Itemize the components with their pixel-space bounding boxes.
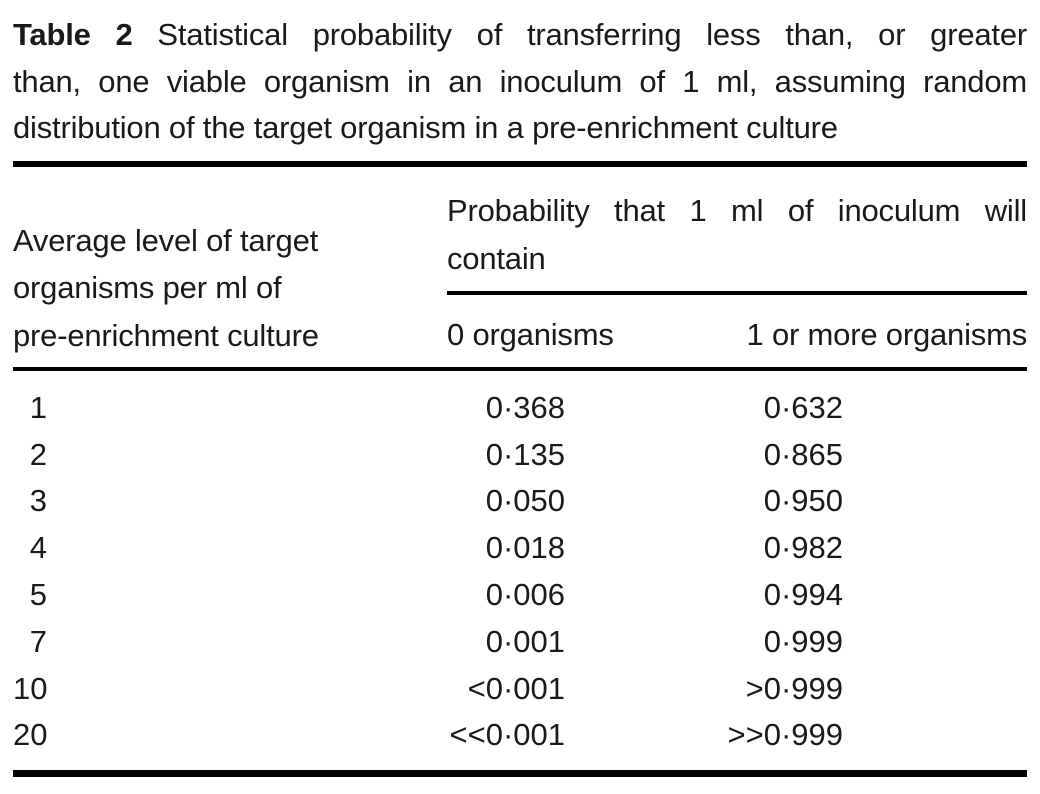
table-caption-label: Table 2 <box>13 17 133 52</box>
row-label-column-header-text: Average level of target organisms per ml… <box>13 217 447 360</box>
table-top-rule <box>13 160 1027 167</box>
group-header-sub-rule <box>447 290 1027 295</box>
cell-level: 2 <box>29 436 47 472</box>
table-caption-line-3: distribution of the target organism in a… <box>13 110 838 145</box>
table-row: 5 0·006 0·994 <box>13 572 1027 619</box>
table-row: 10 <0·001 >0·999 <box>13 665 1027 712</box>
cell-p-one-or-more: >0·999 <box>745 670 843 706</box>
row-label-header-line-2: organisms per ml of <box>13 270 282 305</box>
sub-column-headers: 0 organisms 1 or more organisms <box>447 316 1028 352</box>
table-row: 3 0·050 0·950 <box>13 478 1027 525</box>
cell-level: 10 <box>13 670 48 706</box>
probability-group-header-line-1: Probability that 1 ml of inoculum will <box>447 192 1027 228</box>
cell-p-one-or-more: 0·632 <box>763 389 843 425</box>
table-row: 7 0·001 0·999 <box>13 618 1027 665</box>
row-label-header-line-3: pre-enrichment culture <box>13 317 319 353</box>
table-row: 4 0·018 0·982 <box>13 525 1027 572</box>
table-caption-line-2: than, one viable organism in an inoculum… <box>13 63 1027 99</box>
table-header-bottom-rule <box>13 366 1027 371</box>
table-row: 2 0·135 0·865 <box>13 431 1027 478</box>
cell-level: 1 <box>29 389 47 425</box>
table-caption-line-1-text: Statistical probability of transferring … <box>157 17 1027 52</box>
cell-p-zero: <0·001 <box>467 670 565 706</box>
row-label-column-header: Average level of target organisms per ml… <box>13 167 447 367</box>
row-label-header-line-1: Average level of target <box>13 222 319 258</box>
cell-p-zero: 0·006 <box>485 577 565 613</box>
cell-p-one-or-more: >>0·999 <box>727 717 844 753</box>
probability-group-header: Probability that 1 ml of inoculum will c… <box>447 187 1027 283</box>
cell-p-zero: 0·001 <box>485 623 565 659</box>
table-caption-line-1: Table 2 Statistical probability of trans… <box>13 12 1027 59</box>
cell-level: 20 <box>13 717 48 753</box>
cell-level: 3 <box>29 483 47 519</box>
cell-level: 4 <box>29 530 47 566</box>
table-bottom-rule <box>13 769 1027 777</box>
cell-p-one-or-more: 0·999 <box>763 623 843 659</box>
cell-p-zero: 0·135 <box>485 436 565 472</box>
column-header-one-or-more-organisms: 1 or more organisms <box>746 316 1028 352</box>
probability-group-header-line-2: contain <box>447 240 546 276</box>
paper-table-page: Table 2 Statistical probability of trans… <box>13 12 1027 777</box>
cell-level: 5 <box>29 577 47 613</box>
cell-p-one-or-more: 0·982 <box>763 530 843 566</box>
table-row: 1 0·368 0·632 <box>13 385 1027 432</box>
table-body: 1 0·368 0·632 2 0·135 0·865 3 0·050 0·95… <box>13 385 1027 759</box>
column-header-zero-organisms: 0 organisms <box>447 316 614 352</box>
cell-p-one-or-more: 0·865 <box>763 436 843 472</box>
cell-p-zero: 0·018 <box>485 530 565 566</box>
table-header: Average level of target organisms per ml… <box>13 167 1027 367</box>
cell-p-zero: 0·368 <box>485 389 565 425</box>
cell-p-zero: <<0·001 <box>449 717 566 753</box>
table-caption: Table 2 Statistical probability of trans… <box>13 12 1027 152</box>
cell-p-one-or-more: 0·950 <box>763 483 843 519</box>
probability-group-column: Probability that 1 ml of inoculum will c… <box>447 167 1027 367</box>
cell-level: 7 <box>29 623 47 659</box>
table-row: 20 <<0·001 >>0·999 <box>13 712 1027 759</box>
cell-p-zero: 0·050 <box>485 483 565 519</box>
cell-p-one-or-more: 0·994 <box>763 577 843 613</box>
